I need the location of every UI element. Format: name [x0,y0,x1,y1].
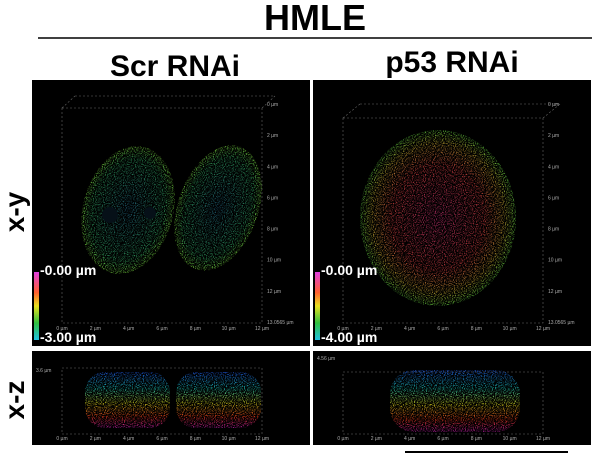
x-tick-label: 2 µm [371,326,382,332]
x-tick-label: 8 µm [471,436,482,442]
x-tick-label: 12 µm [255,326,269,332]
x-tick-label: 4 µm [404,436,415,442]
x-tick-label: 4 µm [123,436,134,442]
y-tick-label: 12 µm [267,289,281,295]
y-tick-label: 4 µm [548,164,559,170]
column-label: Scr RNAi [110,50,240,83]
y-tick-label: 4 µm [267,164,278,170]
y-tick-label: 13.0565 µm [548,320,575,326]
color-bar [315,272,320,340]
x-tick-label: 0 µm [56,436,67,442]
x-tick-label: 4 µm [123,326,134,332]
y-tick-label: 0 µm [267,102,278,108]
x-tick-label: 6 µm [156,436,167,442]
x-tick-label: 2 µm [371,436,382,442]
x-tick-label: 0 µm [337,436,348,442]
depth-label: -0.00 µm [40,262,96,278]
y-tick-label: 0 µm [548,102,559,108]
x-tick-label: 4 µm [404,326,415,332]
x-tick-label: 10 µm [222,326,236,332]
y-tick-label: 8 µm [267,227,278,233]
y-tick-label: 10 µm [548,258,562,264]
nucleolus [144,207,156,219]
y-tick-label: 12 µm [548,289,562,295]
x-tick-label: 10 µm [222,436,236,442]
x-tick-label: 2 µm [90,326,101,332]
y-tick-label: 2 µm [267,133,278,139]
y-tick-label: 8 µm [548,227,559,233]
row-label: x-z [0,381,30,420]
y-tick-label: 2 µm [548,133,559,139]
depth-label: -3.00 µm [40,329,96,345]
depth-label: -0.00 µm [321,262,377,278]
xz-height-label: 3.6 µm [36,368,51,374]
y-tick-label: 10 µm [267,258,281,264]
column-label: p53 RNAi [385,46,518,79]
x-tick-label: 6 µm [156,326,167,332]
x-tick-label: 8 µm [190,436,201,442]
x-tick-label: 8 µm [190,326,201,332]
y-tick-label: 6 µm [548,195,559,201]
x-tick-label: 8 µm [471,326,482,332]
x-tick-label: 0 µm [337,326,348,332]
x-tick-label: 6 µm [437,436,448,442]
x-tick-label: 10 µm [503,436,517,442]
x-tick-label: 10 µm [503,326,517,332]
depth-label: -4.00 µm [321,329,377,345]
x-tick-label: 12 µm [536,326,550,332]
bounding-box [61,95,561,435]
nuclei [81,130,520,432]
nucleolus [102,207,118,223]
row-label: x-y [0,191,30,232]
x-tick-label: 12 µm [536,436,550,442]
x-tick-label: 0 µm [56,326,67,332]
color-bar [34,272,39,340]
y-tick-label: 6 µm [267,195,278,201]
xz-image [32,351,310,445]
y-tick-label: 13.0565 µm [267,320,294,326]
x-tick-label: 6 µm [437,326,448,332]
x-tick-label: 12 µm [255,436,269,442]
xz-height-label: 4.56 µm [317,356,335,362]
figure-title: HMLE [264,0,366,38]
x-tick-label: 2 µm [90,436,101,442]
